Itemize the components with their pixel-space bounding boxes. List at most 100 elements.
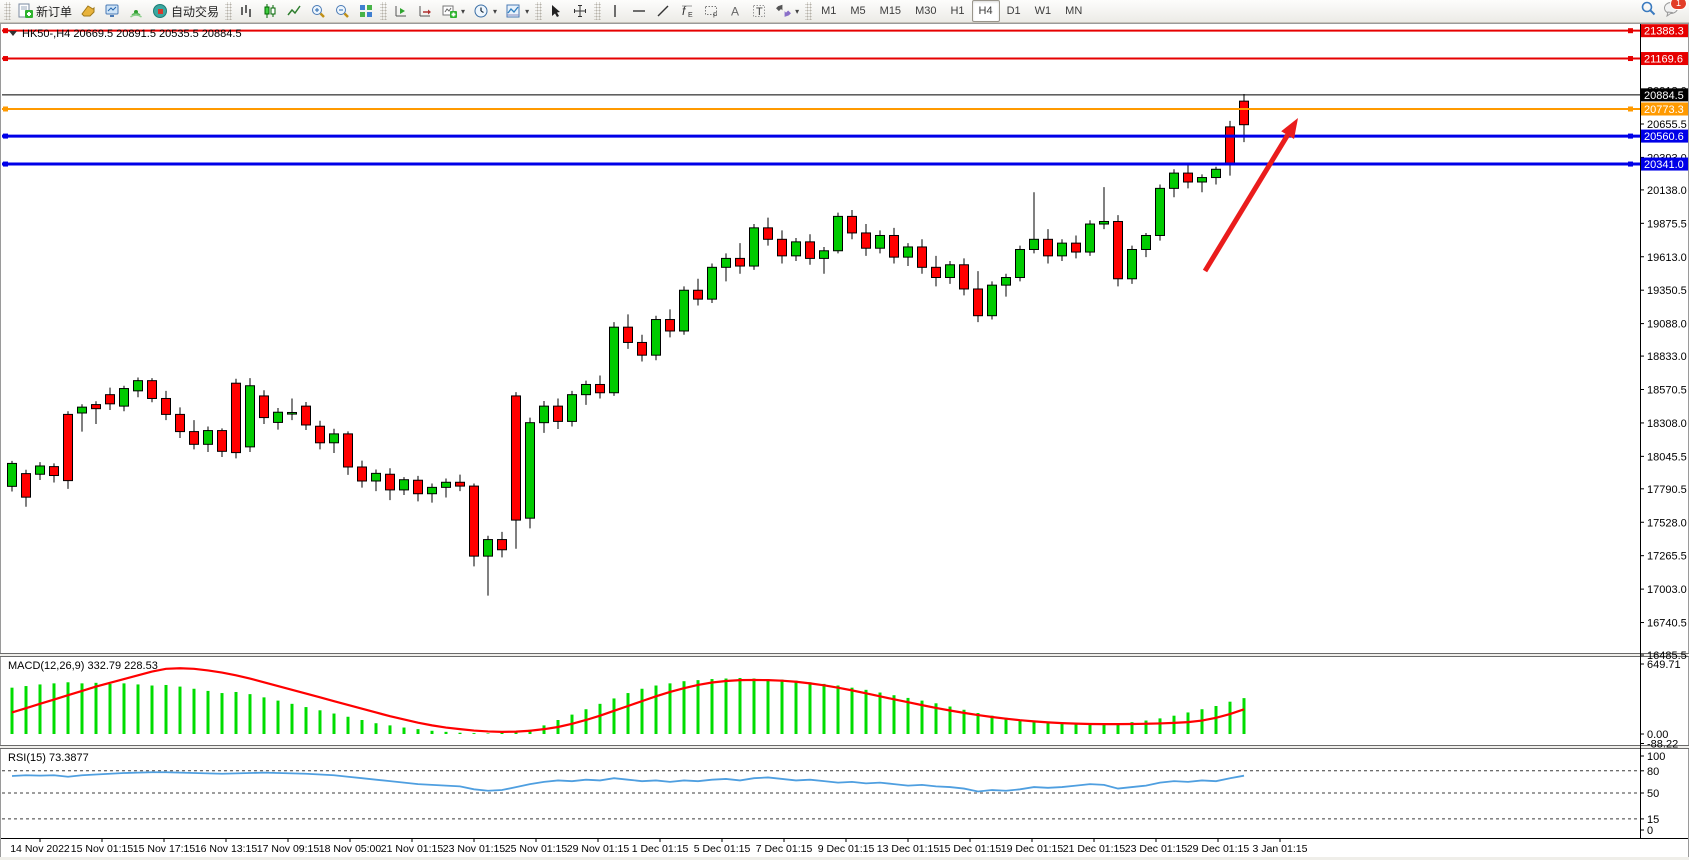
svg-text:14 Nov 2022: 14 Nov 2022	[10, 843, 70, 855]
candle-body	[147, 380, 157, 399]
line-handle[interactable]	[3, 28, 8, 34]
support-line-2[interactable]	[2, 161, 1640, 167]
line-handle[interactable]	[3, 161, 8, 167]
line-handle[interactable]	[1628, 106, 1633, 112]
autotrading-button[interactable]: 自动交易	[148, 0, 223, 22]
line-handle[interactable]	[3, 133, 8, 139]
svg-text:7 Dec 01:15: 7 Dec 01:15	[756, 843, 813, 855]
signals-button[interactable]	[124, 0, 148, 22]
svg-text:3 Jan 01:15: 3 Jan 01:15	[1253, 843, 1308, 855]
candle-body	[175, 413, 185, 433]
svg-text:17528.0: 17528.0	[1647, 517, 1687, 529]
text-label-tool[interactable]: T	[747, 0, 771, 22]
line-handle[interactable]	[1628, 28, 1633, 34]
candle-body	[539, 405, 549, 424]
candle-body	[1211, 168, 1221, 179]
line-chart-button[interactable]	[282, 0, 306, 22]
text-icon: A	[727, 3, 743, 19]
period-button[interactable]: ▾	[469, 0, 501, 22]
line-handle[interactable]	[3, 56, 8, 62]
crosshair-icon	[572, 3, 588, 19]
chart-shift-button[interactable]	[413, 0, 437, 22]
vertical-line-tool[interactable]	[603, 0, 627, 22]
timeframe-H4[interactable]: H4	[971, 0, 1000, 22]
line-handle[interactable]	[3, 106, 8, 112]
pane-separator[interactable]	[0, 745, 1689, 749]
chart-menu-arrow-icon[interactable]	[9, 31, 17, 36]
candle-body	[567, 394, 577, 422]
market-watch-button[interactable]	[100, 0, 124, 22]
zoom-in-button[interactable]	[306, 0, 330, 22]
timeframe-D1[interactable]: D1	[1006, 5, 1021, 17]
toolbar-grip[interactable]	[380, 2, 388, 20]
timeframe-toolbar: M1 M5 M15 M30 H1 H4 D1 W1 MN	[814, 0, 1089, 22]
line-chart-icon	[286, 3, 302, 19]
candle-body	[525, 422, 535, 519]
timeframe-M15[interactable]: M15	[879, 5, 902, 17]
chevron-down-icon: ▾	[795, 6, 800, 16]
timeframe-H1[interactable]: H1	[950, 5, 965, 17]
trendline-tool[interactable]	[651, 0, 675, 22]
svg-text:23 Nov 01:15: 23 Nov 01:15	[443, 843, 506, 855]
community-chat-icon[interactable]: 1	[1663, 0, 1687, 22]
toolbar-grip[interactable]	[4, 2, 11, 20]
support-line-1[interactable]	[2, 133, 1640, 139]
svg-text:19 Dec 01:15: 19 Dec 01:15	[1001, 843, 1064, 855]
charts-button[interactable]	[76, 0, 100, 22]
orange-level-line[interactable]	[2, 106, 1640, 112]
chart-brush-icon	[80, 3, 96, 19]
candle-body	[861, 232, 871, 249]
line-handle[interactable]	[1628, 56, 1633, 62]
chart-window[interactable]: 20918.020655.520393.020138.019875.519613…	[0, 23, 1689, 860]
candle-chart-button[interactable]	[258, 0, 282, 22]
toolbar-grip[interactable]	[594, 2, 602, 20]
template-button[interactable]: ▾	[501, 0, 533, 22]
candle-body	[847, 215, 857, 234]
line-handle[interactable]	[1628, 133, 1633, 139]
strategy-test-button[interactable]	[389, 0, 413, 22]
svg-text:100: 100	[1647, 751, 1665, 763]
candle-body	[665, 319, 675, 332]
new-order-button[interactable]: 新订单	[13, 0, 76, 22]
horizontal-line-tool[interactable]	[627, 0, 651, 22]
crosshair-tool-button[interactable]	[568, 0, 592, 22]
candle-body	[427, 486, 437, 495]
horizontal-line-icon	[631, 3, 647, 19]
cursor-tool-button[interactable]	[544, 0, 568, 22]
pane-separator[interactable]	[0, 653, 1689, 657]
text-tool[interactable]: A	[723, 0, 747, 22]
candle-body	[749, 227, 759, 267]
candle-body	[1113, 220, 1123, 280]
resistance-line-1[interactable]	[2, 28, 1640, 34]
line-handle[interactable]	[1628, 161, 1633, 167]
timeframe-M30[interactable]: M30	[915, 5, 937, 17]
price-chart[interactable]: 20918.020655.520393.020138.019875.519613…	[0, 23, 1689, 860]
zoom-out-button[interactable]	[330, 0, 354, 22]
new-chart-button[interactable]: ▾	[437, 0, 469, 22]
bar-chart-button[interactable]	[234, 0, 258, 22]
candle-body	[1225, 126, 1235, 164]
trend-arrow-annotation[interactable]	[1202, 118, 1298, 273]
autotrading-icon	[152, 3, 168, 19]
toolbar-grip[interactable]	[535, 2, 543, 20]
svg-text:19088.0: 19088.0	[1647, 319, 1687, 331]
toolbar-grip[interactable]	[225, 2, 233, 20]
timeframe-W1[interactable]: W1	[1034, 5, 1052, 17]
tile-windows-button[interactable]	[354, 0, 378, 22]
candle-body	[707, 266, 717, 300]
timeframe-M5[interactable]: M5	[850, 5, 866, 17]
svg-text:21 Dec 01:15: 21 Dec 01:15	[1063, 843, 1126, 855]
svg-text:19875.5: 19875.5	[1647, 218, 1687, 230]
arrows-tool[interactable]: ▾	[771, 0, 803, 22]
svg-text:25 Nov 01:15: 25 Nov 01:15	[505, 843, 568, 855]
channel-tool[interactable]: F	[699, 0, 723, 22]
resistance-line-2[interactable]	[2, 56, 1640, 62]
timeframe-MN[interactable]: MN	[1065, 5, 1083, 17]
toolbar-grip[interactable]	[805, 2, 813, 20]
candle-body	[385, 473, 395, 491]
search-icon[interactable]	[1640, 0, 1657, 22]
timeframe-M1[interactable]: M1	[821, 5, 837, 17]
svg-text:29 Nov 01:15: 29 Nov 01:15	[567, 843, 630, 855]
candle-body	[371, 472, 381, 482]
